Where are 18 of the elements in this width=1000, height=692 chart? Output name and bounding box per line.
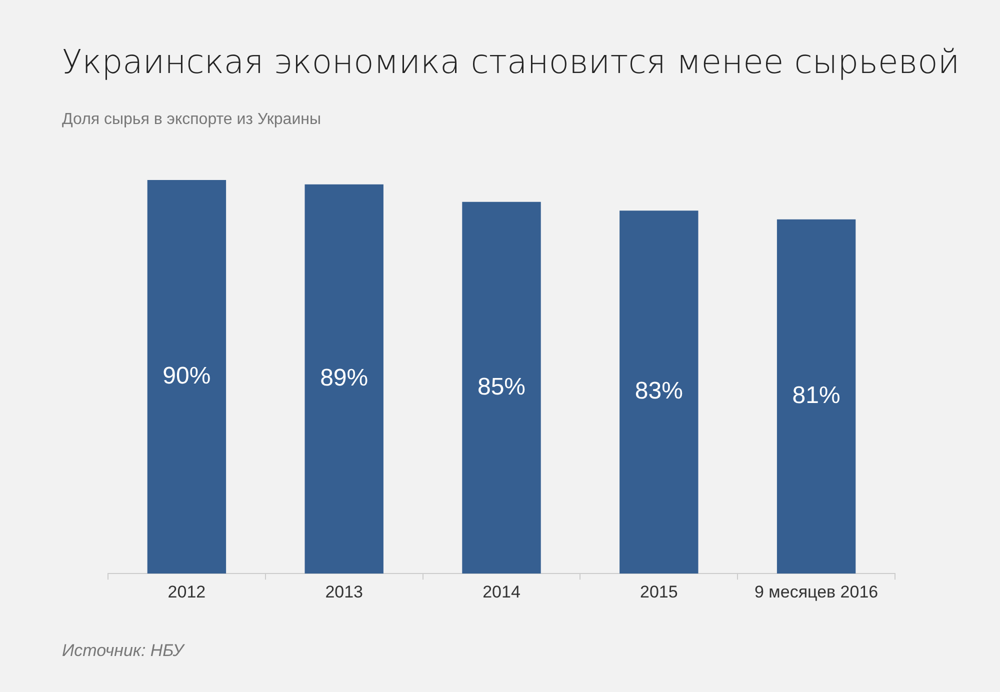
bar <box>620 210 698 574</box>
x-tick-label: 2015 <box>640 582 678 602</box>
data-label: 85% <box>477 373 526 400</box>
bar <box>462 202 541 574</box>
x-tick-label: 9 месяцев 2016 <box>754 582 878 602</box>
data-label: 90% <box>162 362 211 390</box>
bar <box>776 219 856 574</box>
x-tick-label: 2012 <box>168 582 206 602</box>
bar <box>304 184 384 574</box>
data-label: 83% <box>634 378 683 405</box>
data-label: 81% <box>792 382 840 410</box>
text: Источник: НБУ <box>62 641 184 661</box>
data-label: 89% <box>320 364 368 392</box>
x-tick-label: 2014 <box>482 582 520 602</box>
x-tick-label: 2013 <box>325 582 364 602</box>
chart-subtitle: Доля сырья в экспорте из Украины <box>62 111 321 129</box>
chart-title: Украинская экономика становится менее сырьевой <box>62 42 960 81</box>
bar <box>147 180 226 574</box>
